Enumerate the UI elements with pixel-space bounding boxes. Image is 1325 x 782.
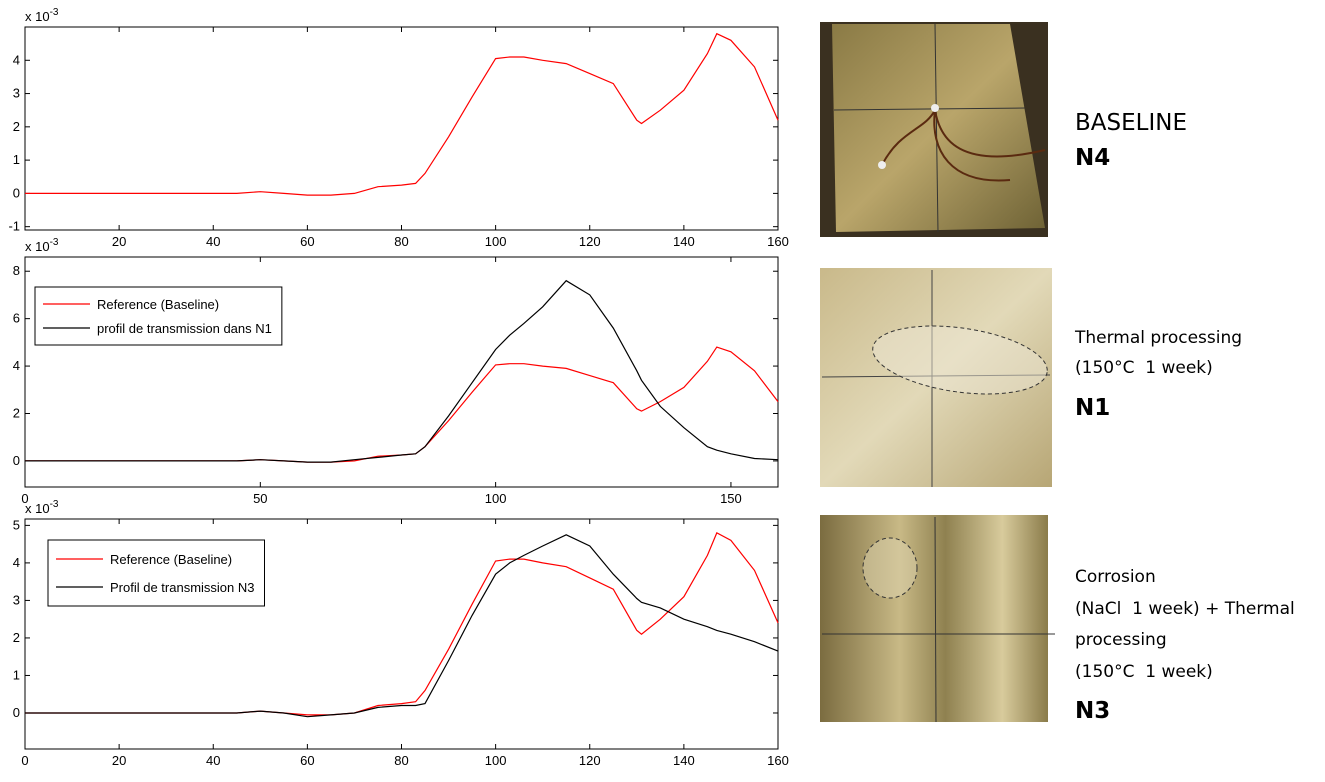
x-tick-label: 60 [300,753,314,768]
x-tick-label: 100 [485,234,507,249]
y-tick-label: -1 [8,219,20,234]
x-tick-label: 160 [767,753,789,768]
x-tick-label: 80 [394,753,408,768]
y-multiplier-base: x 10 [25,501,50,516]
y-tick-label: 5 [13,517,20,532]
photo-n3 [820,515,1055,723]
x-tick-label: 80 [394,234,408,249]
photo-n1 [820,268,1052,487]
caption-line: Thermal processing [1074,328,1242,348]
x-tick-label: 50 [253,491,267,506]
caption-line: (NaCl 1 week) + Thermal [1075,599,1295,619]
legend-box [47,539,265,607]
y-tick-label: 0 [13,453,20,468]
y-tick-label: 1 [13,152,20,167]
x-tick-label: 40 [206,234,220,249]
y-tick-label: 4 [13,52,20,67]
x-tick-label: 120 [579,753,601,768]
caption-code: N3 [1075,698,1110,724]
y-multiplier: x 10-3 [25,237,59,254]
y-tick-label: 0 [13,185,20,200]
legend: Reference (Baseline) profil de transmissi… [34,286,283,346]
y-tick-label: 2 [13,119,20,134]
y-tick-label: 0 [13,705,20,720]
caption-code: N1 [1075,395,1110,421]
y-multiplier-exponent: -3 [50,237,59,248]
legend: Reference (Baseline) Profil de transmissi… [47,539,265,607]
x-tick-label: 0 [21,491,28,506]
y-tick-label: 1 [13,667,20,682]
legend-box [34,286,283,346]
x-tick-label: 100 [485,753,507,768]
legend-label: Profil de transmission N3 [110,580,255,595]
photo-baseline [820,22,1048,237]
y-tick-label: 4 [13,358,20,373]
x-tick-label: 140 [673,753,695,768]
x-tick-label: 40 [206,753,220,768]
caption-line: (150°C 1 week) [1075,358,1213,378]
y-tick-label: 2 [13,405,20,420]
y-tick-label: 2 [13,630,20,645]
plot-area [24,26,779,231]
y-multiplier: x 10-3 [25,7,59,24]
x-tick-label: 100 [485,491,507,506]
x-tick-label: 140 [673,234,695,249]
series-line [25,279,779,463]
y-multiplier-base: x 10 [25,9,50,24]
caption-line: processing [1075,630,1167,650]
y-multiplier: x 10-3 [25,499,59,516]
caption-line: BASELINE [1075,110,1187,136]
y-multiplier-base: x 10 [25,239,50,254]
chart: 0 20 40 60 80 100 120 140 160 0 1 2 3 4 5 x 10-3 Referen… [13,499,789,768]
legend-label: profil de transmission dans N1 [97,321,272,336]
legend-label: Reference (Baseline) [97,297,219,312]
y-tick-label: 3 [13,592,20,607]
caption-line: (150°C 1 week) [1075,662,1213,682]
y-tick-label: 8 [13,263,20,278]
x-tick-label: 20 [112,753,126,768]
x-tick-label: 0 [21,753,28,768]
caption-line: Corrosion [1075,567,1156,587]
y-multiplier-exponent: -3 [50,499,59,510]
caption-code: N4 [1075,145,1110,171]
y-multiplier-exponent: -3 [50,7,59,18]
y-tick-label: 3 [13,86,20,101]
chart: 0 50 100 150 0 2 4 6 8 x 10-3 Reference (Baseline)… [13,237,779,506]
y-tick-label: 6 [13,311,20,326]
x-tick-label: 160 [767,234,789,249]
series-line [25,32,779,196]
legend-label: Reference (Baseline) [110,552,232,567]
x-tick-label: 60 [300,234,314,249]
x-tick-label: 20 [112,234,126,249]
x-tick-label: 120 [579,234,601,249]
y-tick-label: 4 [13,555,20,570]
series-line [25,534,779,718]
x-tick-label: 150 [720,491,742,506]
